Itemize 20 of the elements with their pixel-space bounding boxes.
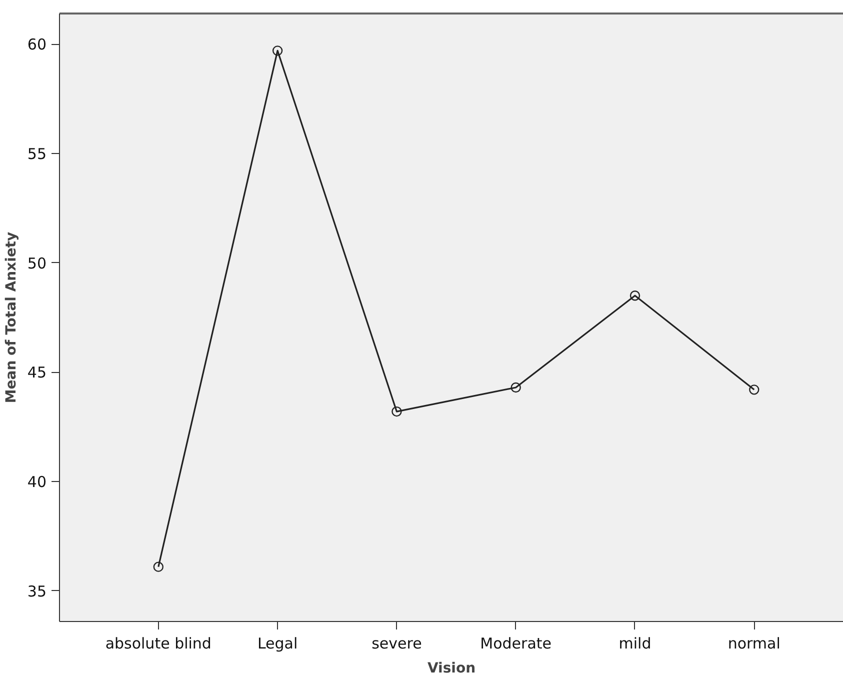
point — [749, 384, 760, 395]
point — [153, 562, 164, 572]
x-axis-title: Vision — [427, 660, 476, 676]
x-tick-label: absolute blind — [105, 634, 212, 652]
point — [630, 290, 640, 301]
x-tick-label: Legal — [257, 634, 298, 652]
y-tick-label: 50 — [27, 254, 47, 272]
y-tick-label: 55 — [27, 144, 47, 163]
point — [392, 406, 402, 417]
y-axis-title: Mean of Total Anxiety — [3, 232, 20, 404]
x-tick-label: severe — [372, 634, 422, 652]
point — [272, 46, 283, 56]
x-tick-label: mild — [618, 634, 652, 652]
y-tick-label: 40 — [27, 473, 47, 492]
x-tick-label: normal — [728, 634, 780, 652]
y-tick-label: 60 — [27, 36, 47, 54]
x-tick-label: Moderate — [480, 634, 552, 652]
point — [510, 382, 521, 393]
y-tick-label: 45 — [27, 364, 47, 382]
y-tick-label: 35 — [27, 582, 47, 600]
